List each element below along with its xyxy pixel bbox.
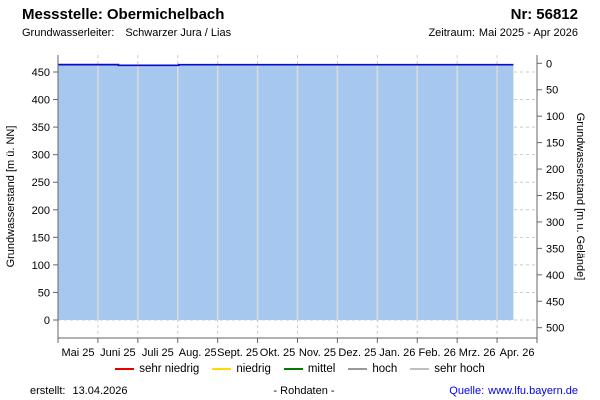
left-tick-label: 0 (44, 315, 50, 327)
aquifer-line: Grundwasserleiter: Schwarzer Jura / Lias (22, 27, 231, 39)
month-label: Dez. 25 (338, 347, 376, 359)
station-name: Obermichelbach (106, 6, 225, 23)
right-tick-label: 400 (546, 270, 564, 282)
legend-item-niedrig: niedrig (212, 363, 271, 375)
right-tick-label: 150 (546, 138, 564, 150)
month-label: Nov. 25 (299, 347, 336, 359)
sehr-niedrig-line-swatch (115, 368, 135, 370)
station-number: Nr: 56812 (511, 6, 578, 23)
area-fill (58, 64, 514, 320)
created-date: 13.04.2026 (72, 385, 128, 397)
left-tick-label: 250 (32, 177, 50, 189)
legend-label: hoch (372, 363, 398, 375)
month-label: Juni 25 (100, 347, 135, 359)
legend: sehr niedrig niedrig mittel hoch sehr ho… (0, 363, 600, 375)
footer: erstellt: 13.04.2026 - Rohdaten - Quelle:… (30, 385, 578, 397)
right-axis-ticks: 0 50 100 150 200 250 300 350 400 450 500 (537, 58, 564, 335)
right-axis-title: Grundwasserstand [m u. Gelände] (574, 113, 586, 281)
month-label: Juli 25 (142, 347, 174, 359)
legend-item-hoch: hoch (348, 363, 397, 375)
right-tick-label: 450 (546, 296, 564, 308)
right-tick-label: 0 (546, 58, 552, 70)
niedrig-line-swatch (212, 368, 232, 370)
sehr-hoch-line-swatch (410, 368, 430, 370)
source-link[interactable]: Quelle: www.lfu.bayern.de (395, 385, 578, 397)
station-label: Messstelle: (22, 6, 103, 23)
legend-label: niedrig (236, 363, 271, 375)
groundwater-chart: 0 50 100 150 200 250 300 350 400 450 0 50 100 150 200 2… (5, 55, 586, 359)
legend-item-mittel: mittel (283, 363, 336, 375)
legend-label: sehr hoch (434, 363, 485, 375)
left-axis-ticks: 0 50 100 150 200 250 300 350 400 450 (32, 67, 58, 327)
created-line: erstellt: 13.04.2026 (30, 385, 213, 397)
period-value: Mai 2025 - Apr 2026 (478, 27, 578, 39)
left-tick-label: 350 (32, 122, 50, 134)
number-label: Nr: (510, 6, 533, 23)
number-value: 56812 (536, 6, 578, 23)
right-tick-label: 350 (546, 243, 564, 255)
source-label: Quelle: (449, 385, 485, 397)
header: Messstelle: Obermichelbach Nr: 56812 Grund… (22, 6, 578, 39)
period-line: Zeitraum: Mai 2025 - Apr 2026 (428, 27, 578, 39)
left-tick-label: 450 (32, 67, 50, 79)
hoch-line-swatch (348, 368, 368, 370)
left-tick-label: 150 (32, 232, 50, 244)
right-tick-label: 300 (546, 217, 564, 229)
left-tick-label: 100 (32, 260, 50, 272)
legend-item-sehr-hoch: sehr hoch (410, 363, 485, 375)
right-tick-label: 250 (546, 191, 564, 203)
aquifer-label: Grundwasserleiter: (22, 27, 115, 39)
month-label: Okt. 25 (260, 347, 295, 359)
left-axis-title: Grundwasserstand [m ü. NN] (5, 126, 17, 268)
data-line (58, 63, 514, 67)
month-label: Mrz. 26 (459, 347, 496, 359)
month-label: Apr. 26 (500, 347, 535, 359)
created-label: erstellt: (30, 385, 66, 397)
right-tick-label: 100 (546, 111, 564, 123)
x-axis-ticks: Mai 25 Juni 25 Juli 25 Aug. 25 Sept. 25 Okt. … (57, 338, 538, 359)
v-gridlines-over-fill (97, 64, 498, 320)
data-type-label: - Rohdaten - (273, 385, 335, 397)
month-label: Mai 25 (61, 347, 94, 359)
legend-label: sehr niedrig (139, 363, 200, 375)
left-tick-label: 400 (32, 95, 50, 107)
period-label: Zeitraum: (428, 27, 475, 39)
left-tick-label: 300 (32, 150, 50, 162)
legend-item-sehr-niedrig: sehr niedrig (115, 363, 199, 375)
source-url[interactable]: www.lfu.bayern.de (488, 385, 579, 397)
right-tick-label: 200 (546, 164, 564, 176)
month-label: Sept. 25 (217, 347, 258, 359)
right-tick-label: 50 (546, 85, 558, 97)
mittel-line-swatch (283, 368, 303, 370)
month-label: Jan. 26 (379, 347, 415, 359)
month-label: Feb. 26 (419, 347, 456, 359)
right-tick-label: 500 (546, 323, 564, 335)
aquifer-value: Schwarzer Jura / Lias (125, 27, 232, 39)
month-label: Aug. 25 (179, 347, 217, 359)
left-tick-label: 200 (32, 205, 50, 217)
left-tick-label: 50 (38, 287, 50, 299)
page-title: Messstelle: Obermichelbach (22, 6, 224, 23)
legend-label: mittel (307, 363, 336, 375)
